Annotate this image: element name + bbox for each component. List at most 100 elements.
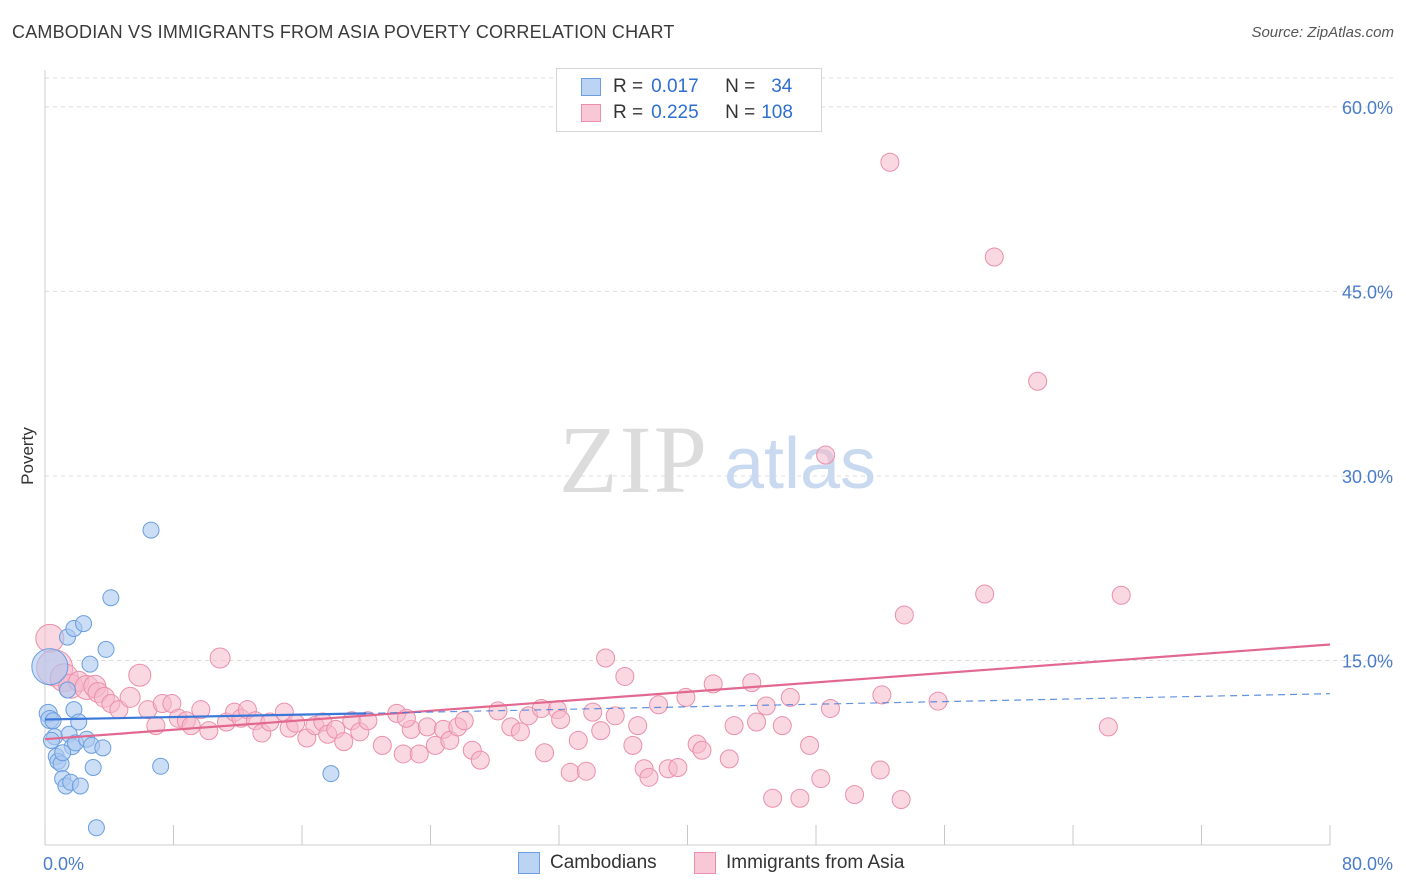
legend-r-value: 0.017 <box>651 76 699 97</box>
data-point-immigrants <box>628 716 648 736</box>
data-point-immigrants <box>181 716 201 736</box>
data-point-immigrants <box>128 663 152 687</box>
data-point-immigrants <box>975 584 995 604</box>
data-point-cambodians <box>58 681 76 699</box>
legend-r-label: R = <box>613 102 644 123</box>
data-point-cambodians <box>152 757 170 775</box>
data-point-immigrants <box>692 740 712 760</box>
data-point-cambodians <box>142 521 160 539</box>
data-point-cambodians <box>102 589 120 607</box>
trend-line-cambodians-extension <box>366 693 1331 714</box>
data-point-immigrants <box>615 666 635 686</box>
data-point-cambodians <box>44 712 62 730</box>
data-point-immigrants <box>551 710 571 730</box>
series-legend-label: Cambodians <box>550 852 657 873</box>
y-tick-label: 30.0% <box>1342 467 1393 487</box>
legend-n-value: 108 <box>761 102 793 123</box>
y-tick-label: 45.0% <box>1342 282 1393 302</box>
chart-title: CAMBODIAN VS IMMIGRANTS FROM ASIA POVERT… <box>12 22 675 42</box>
y-tick-label: 15.0% <box>1342 651 1393 671</box>
data-point-cambodians <box>87 819 105 837</box>
data-point-immigrants <box>372 735 392 755</box>
data-point-cambodians <box>322 765 340 783</box>
data-point-immigrants <box>454 711 474 731</box>
x-tick-label: 80.0% <box>1342 854 1393 874</box>
data-point-cambodians <box>31 648 69 686</box>
data-point-cambodians <box>54 744 72 762</box>
data-point-immigrants <box>880 152 900 172</box>
data-point-immigrants <box>470 750 490 770</box>
data-point-immigrants <box>191 700 211 720</box>
data-point-cambodians <box>84 759 102 776</box>
series-legend-immigrants[interactable]: Immigrants from Asia <box>694 852 904 874</box>
data-point-immigrants <box>763 788 783 808</box>
legend-r-value: 0.225 <box>651 102 699 123</box>
data-point-immigrants <box>790 788 810 808</box>
data-point-cambodians <box>94 739 112 757</box>
data-point-immigrants <box>286 713 306 733</box>
data-point-immigrants <box>1111 585 1131 605</box>
data-point-cambodians <box>81 655 99 673</box>
data-point-immigrants <box>703 674 723 694</box>
data-point-immigrants <box>649 695 669 715</box>
data-point-immigrants <box>747 712 767 732</box>
data-point-immigrants <box>417 717 437 737</box>
data-point-cambodians <box>97 640 115 658</box>
data-point-immigrants <box>568 730 588 750</box>
data-point-immigrants <box>560 762 580 782</box>
data-point-immigrants <box>811 769 831 789</box>
data-point-immigrants <box>639 767 659 787</box>
legend-swatch-pink <box>581 104 601 122</box>
data-point-immigrants <box>535 743 555 763</box>
y-axis-label: Poverty <box>18 427 37 485</box>
source-label: Source: ZipAtlas.com <box>1251 24 1394 41</box>
data-point-immigrants <box>409 744 429 764</box>
watermark: ZIP atlas <box>559 406 876 513</box>
data-point-immigrants <box>623 735 643 755</box>
data-point-immigrants <box>870 760 890 780</box>
trend-lines <box>44 643 1331 741</box>
series-legend-label: Immigrants from Asia <box>726 852 905 873</box>
data-point-immigrants <box>119 686 141 708</box>
data-point-immigrants <box>894 605 914 625</box>
trend-line-immigrants <box>44 643 1331 741</box>
legend-row-cambodians: R = 0.017 N = 34 <box>581 75 792 99</box>
series-immigrants-from-asia <box>35 152 1131 809</box>
y-tick-label: 60.0% <box>1342 98 1393 118</box>
correlation-legend: R = 0.017 N = 34 R = 0.225 N = 108 <box>556 68 822 132</box>
data-point-immigrants <box>984 247 1004 267</box>
data-point-immigrants <box>891 789 911 809</box>
data-point-immigrants <box>756 696 776 716</box>
trend-line-cambodians <box>44 712 367 721</box>
legend-n-label: N = <box>725 76 756 97</box>
data-point-immigrants <box>772 716 792 736</box>
legend-n-value: 34 <box>771 76 793 97</box>
grid-lines <box>45 77 1395 661</box>
data-point-immigrants <box>816 445 836 465</box>
legend-row-immigrants: R = 0.225 N = 108 <box>581 101 793 125</box>
legend-swatch-blue <box>581 78 601 96</box>
data-point-immigrants <box>800 735 820 755</box>
data-point-immigrants <box>872 685 892 705</box>
data-point-immigrants <box>591 721 611 741</box>
data-point-cambodians <box>42 731 60 749</box>
data-point-immigrants <box>780 687 800 707</box>
watermark-atlas: atlas <box>724 424 876 504</box>
data-point-cambodians <box>71 777 89 795</box>
series-legend-swatch-pink <box>694 852 716 874</box>
data-point-immigrants <box>724 716 744 736</box>
data-point-immigrants <box>719 749 739 769</box>
data-point-immigrants <box>668 758 688 777</box>
series-legend: Cambodians Immigrants from Asia <box>0 852 1406 878</box>
data-point-immigrants <box>583 702 603 722</box>
data-point-immigrants <box>199 721 219 741</box>
data-point-immigrants <box>605 706 625 726</box>
series-legend-cambodians[interactable]: Cambodians <box>518 852 657 874</box>
legend-r-label: R = <box>613 76 644 97</box>
data-point-immigrants <box>209 647 231 669</box>
data-point-immigrants <box>1098 717 1118 737</box>
data-point-immigrants <box>596 648 616 668</box>
x-tick-label: 0.0% <box>43 854 84 874</box>
data-point-immigrants <box>1028 371 1048 391</box>
